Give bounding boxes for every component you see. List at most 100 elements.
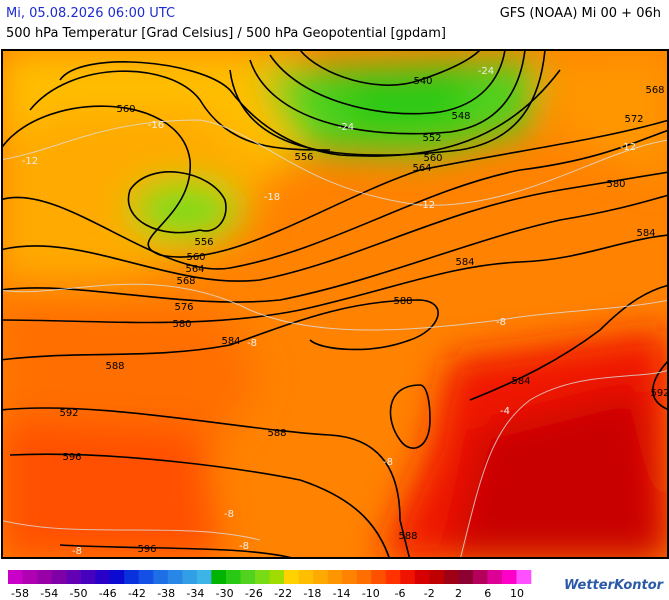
color-swatch [225,570,241,584]
colorbar-tick-label: 2 [455,587,462,600]
color-swatch [501,570,517,584]
contour-label: 584 [455,257,474,268]
colorbar-tick-label: -2 [424,587,435,600]
color-swatch [298,570,314,584]
color-swatch [400,570,416,584]
color-swatch [109,570,125,584]
temperature-label: -18 [264,192,280,203]
geopotential-contours [2,50,668,558]
color-swatch [167,570,183,584]
contour-label: 556 [194,237,213,248]
contour-label: 564 [185,264,204,275]
temperature-label: -16 [148,120,164,131]
temperature-label: -8 [247,338,257,349]
colorbar-tick-label: -26 [245,587,263,600]
map-frame [1,49,669,559]
color-swatch [80,570,96,584]
contour-label: 584 [221,336,240,347]
colorbar-tick-label: -54 [40,587,58,600]
color-swatch [240,570,256,584]
color-swatch [153,570,169,584]
temperature-label: -8 [383,457,393,468]
color-swatch [472,570,488,584]
color-swatch [22,570,38,584]
contour-label: 576 [174,302,193,313]
color-swatch [487,570,503,584]
colorbar-tick-label: -18 [303,587,321,600]
colorbar-tick-label: -34 [186,587,204,600]
contour-label: 584 [511,376,530,387]
contour-label: 564 [412,163,431,174]
colorbar-tick-label: -46 [99,587,117,600]
color-swatch [414,570,430,584]
color-swatch [124,570,140,584]
temperature-contours [2,119,668,558]
contour-label: 588 [105,361,124,372]
temperature-label: -24 [338,122,354,133]
contour-label: 568 [645,85,664,96]
color-swatch [51,570,67,584]
colorbar-tick-label: -14 [333,587,351,600]
color-swatch [342,570,357,584]
contour-label: 560 [186,252,205,263]
temperature-label: -8 [496,317,506,328]
contour-label: 588 [393,296,412,307]
color-swatch [516,570,532,584]
temperature-label: -8 [239,541,249,552]
color-swatch [196,570,212,584]
color-swatch [327,570,343,584]
contour-label: 548 [451,111,470,122]
contour-label: 560 [423,153,442,164]
color-swatch [254,570,270,584]
color-swatch [8,570,23,584]
colorbar-tick-label: -6 [395,587,406,600]
contour-label: 572 [624,114,643,125]
contour-label: 540 [413,76,432,87]
color-swatch [458,570,474,584]
contour-label: 568 [176,276,195,287]
contour-label: 588 [398,531,417,542]
color-swatch [429,570,445,584]
temperature-label: -12 [22,156,38,167]
temperature-label: -12 [419,200,435,211]
color-swatch [211,570,227,584]
color-swatch [138,570,154,584]
color-swatch [269,570,285,584]
color-swatch [95,570,110,584]
colorbar-tick-label: -50 [69,587,87,600]
color-swatch [371,570,387,584]
colorbar-tick-label: -38 [157,587,175,600]
color-swatch [182,570,198,584]
color-swatch [385,570,401,584]
contour-label: 556 [294,152,313,163]
colorbar-tick-label: -58 [11,587,29,600]
color-swatch [356,570,372,584]
temperature-label: -12 [620,142,636,153]
contour-label: 560 [116,104,135,115]
colorbar-tick-label: -22 [274,587,292,600]
contour-label: 552 [422,133,441,144]
brand: WetterKontor [564,578,665,593]
colorbar: -58 -54 -50 -46 -42 -38 -34 -30 -26 -22 -18 -14 -10-… [8,570,532,600]
contour-label: 588 [267,428,286,439]
color-swatch [37,570,52,584]
color-swatch [284,570,299,584]
colorbar-tick-label: 6 [484,587,491,600]
contour-label: 592 [650,388,669,399]
colorbar-tick-label: -42 [128,587,146,600]
contour-label: 580 [172,319,191,330]
colorbar-tick-label: 10 [510,587,524,600]
contour-label: 580 [606,179,625,190]
colorbar-tick-label: -10 [362,587,380,600]
datetime: Mi, 05.08.2026 06:00 UTC [6,6,176,21]
temperature-label: -8 [72,546,82,557]
color-swatch [66,570,81,584]
color-swatch [313,570,328,584]
temperature-label: -8 [224,509,234,520]
temperature-label: -4 [500,406,510,417]
contour-label: 592 [59,408,78,419]
color-swatch [443,570,459,584]
